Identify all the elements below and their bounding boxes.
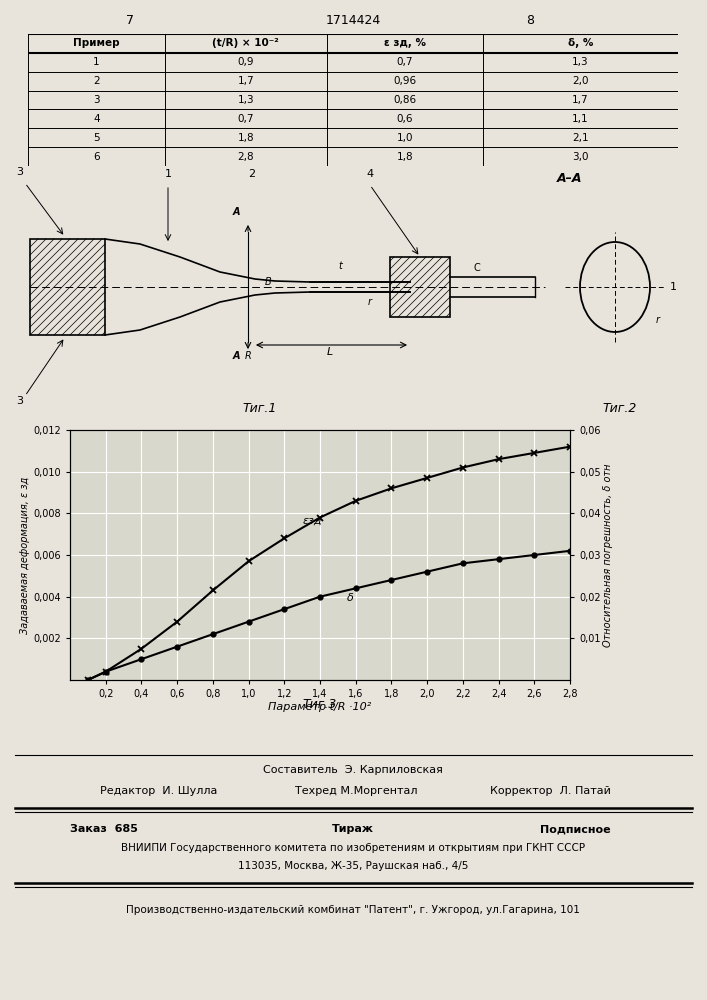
Text: 2,0: 2,0 bbox=[572, 76, 589, 86]
Text: L: L bbox=[327, 347, 333, 357]
Text: 1,7: 1,7 bbox=[572, 95, 589, 105]
Text: Τиг.1: Τиг.1 bbox=[243, 402, 277, 415]
Text: δ: δ bbox=[347, 593, 354, 603]
Text: ВНИИПИ Государственного комитета по изобретениям и открытиям при ГКНТ СССР: ВНИИПИ Государственного комитета по изоб… bbox=[121, 843, 585, 853]
Text: Корректор  Л. Патай: Корректор Л. Патай bbox=[490, 786, 611, 796]
Text: 1: 1 bbox=[670, 282, 677, 292]
Text: 1,7: 1,7 bbox=[238, 76, 254, 86]
Text: 6: 6 bbox=[93, 152, 100, 162]
Text: 1,8: 1,8 bbox=[397, 152, 414, 162]
Text: 7: 7 bbox=[126, 13, 134, 26]
X-axis label: Параметр t/R ·10²: Параметр t/R ·10² bbox=[269, 702, 372, 712]
Text: 1,3: 1,3 bbox=[238, 95, 254, 105]
Text: 0,6: 0,6 bbox=[397, 114, 414, 124]
Y-axis label: Относительная погрешность, δ отн: Относительная погрешность, δ отн bbox=[604, 463, 614, 647]
Text: 5: 5 bbox=[93, 133, 100, 143]
Text: 2: 2 bbox=[248, 169, 255, 179]
Text: A: A bbox=[233, 207, 240, 217]
Text: 113035, Москва, Ж-35, Раушская наб., 4/5: 113035, Москва, Ж-35, Раушская наб., 4/5 bbox=[238, 861, 468, 871]
Text: Техред М.Моргентал: Техред М.Моргентал bbox=[295, 786, 418, 796]
Text: 2,1: 2,1 bbox=[572, 133, 589, 143]
Text: 0,7: 0,7 bbox=[238, 114, 254, 124]
Text: ε зд, %: ε зд, % bbox=[384, 38, 426, 48]
Text: 1: 1 bbox=[93, 57, 100, 67]
Text: Подписное: Подписное bbox=[540, 824, 611, 834]
Text: A–A: A–A bbox=[557, 172, 583, 185]
Text: 1,8: 1,8 bbox=[238, 133, 254, 143]
Text: Производственно-издательский комбинат "Патент", г. Ужгород, ул.Гагарина, 101: Производственно-издательский комбинат "П… bbox=[126, 905, 580, 915]
Text: 0,7: 0,7 bbox=[397, 57, 414, 67]
Text: Редактор  И. Шулла: Редактор И. Шулла bbox=[100, 786, 217, 796]
Text: 3,0: 3,0 bbox=[572, 152, 589, 162]
Text: 1: 1 bbox=[165, 169, 172, 179]
Text: 3: 3 bbox=[93, 95, 100, 105]
Text: r: r bbox=[368, 297, 372, 307]
Text: 4: 4 bbox=[366, 169, 373, 179]
Text: εзд: εзд bbox=[302, 516, 322, 526]
Bar bbox=[30, 239, 105, 335]
Text: 0,9: 0,9 bbox=[238, 57, 254, 67]
Y-axis label: Задаваемая деформация, ε зд: Задаваемая деформация, ε зд bbox=[21, 476, 30, 634]
Text: 1,3: 1,3 bbox=[572, 57, 589, 67]
Text: 0,86: 0,86 bbox=[393, 95, 416, 105]
Text: t: t bbox=[338, 261, 342, 271]
Text: Составитель  Э. Карпиловская: Составитель Э. Карпиловская bbox=[263, 765, 443, 775]
Text: C: C bbox=[474, 263, 480, 273]
Text: Τиг.3: Τиг.3 bbox=[303, 698, 337, 711]
Text: Тираж: Тираж bbox=[332, 824, 374, 834]
Text: 2,8: 2,8 bbox=[238, 152, 254, 162]
Text: A: A bbox=[233, 351, 240, 361]
Text: 4: 4 bbox=[93, 114, 100, 124]
Text: Τиг.2: Τиг.2 bbox=[603, 402, 637, 415]
Text: 2: 2 bbox=[93, 76, 100, 86]
Text: 1,0: 1,0 bbox=[397, 133, 414, 143]
Text: B: B bbox=[264, 277, 271, 287]
Text: 1714424: 1714424 bbox=[325, 13, 380, 26]
Bar bbox=[390, 257, 450, 317]
Text: δ, %: δ, % bbox=[568, 38, 593, 48]
Text: 1,1: 1,1 bbox=[572, 114, 589, 124]
Text: (t/R) × 10⁻²: (t/R) × 10⁻² bbox=[212, 38, 279, 48]
Text: 3: 3 bbox=[16, 167, 23, 177]
Text: Заказ  685: Заказ 685 bbox=[70, 824, 138, 834]
Text: R: R bbox=[245, 351, 252, 361]
Text: 3: 3 bbox=[16, 396, 23, 406]
Text: r: r bbox=[656, 315, 660, 325]
Text: 0,96: 0,96 bbox=[393, 76, 416, 86]
Text: 8: 8 bbox=[526, 13, 534, 26]
Text: Пример: Пример bbox=[73, 38, 119, 48]
